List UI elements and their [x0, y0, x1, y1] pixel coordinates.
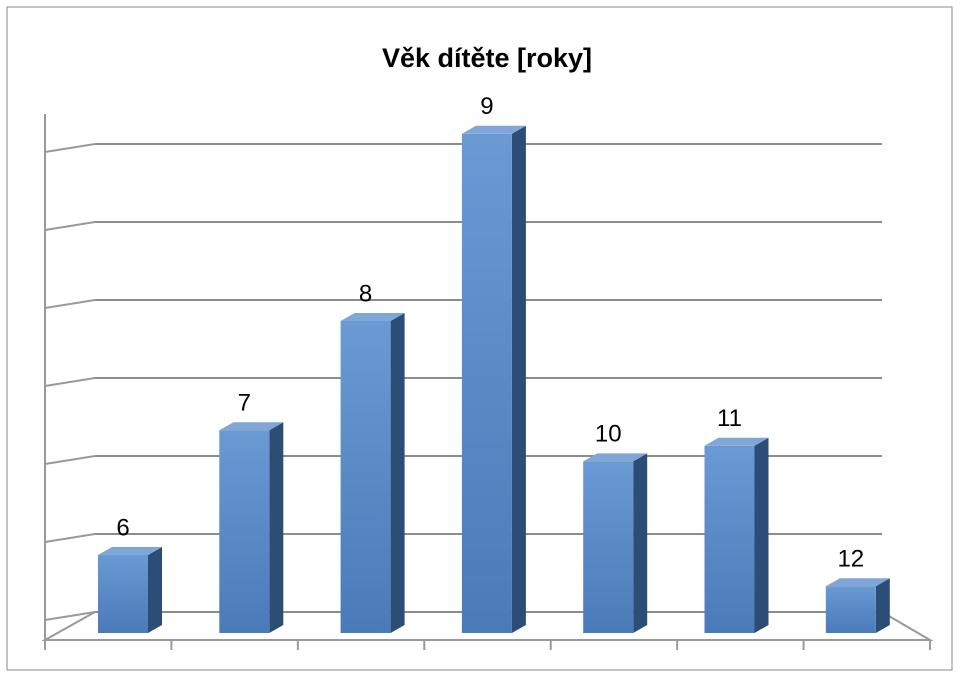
bar-side	[754, 437, 769, 633]
bar-top	[98, 547, 162, 555]
bar	[825, 586, 876, 633]
data-label: 12	[837, 546, 864, 573]
bar-side	[390, 313, 405, 633]
bar	[340, 321, 391, 633]
data-label: 9	[480, 93, 493, 120]
bar-top	[825, 578, 890, 587]
data-label: 11	[717, 405, 742, 432]
bar	[219, 430, 270, 633]
data-label: 8	[359, 280, 372, 307]
wall-grid-line	[44, 377, 96, 387]
data-label: 10	[595, 421, 622, 448]
bar-top	[704, 437, 769, 446]
bar-side	[511, 125, 526, 634]
bar-top	[461, 125, 526, 134]
bar-side	[148, 547, 162, 633]
wall-grid-line	[44, 611, 96, 621]
wall-grid-line	[44, 221, 96, 231]
wall-grid-line	[44, 299, 96, 309]
bar-side	[875, 578, 890, 633]
bar-top	[340, 313, 405, 321]
wall-grid-line	[44, 533, 96, 543]
bar	[583, 461, 634, 633]
data-label: 6	[116, 514, 129, 541]
bar	[461, 133, 512, 634]
bar-side	[633, 453, 648, 633]
data-label: 7	[238, 390, 251, 417]
bar-side	[269, 422, 284, 633]
wall-grid-line	[44, 143, 96, 153]
bar	[704, 445, 755, 633]
bar-top	[583, 453, 648, 462]
chart-title: Věk dítěte [roky]	[382, 43, 592, 73]
bar-top	[219, 422, 284, 431]
wall-grid-line	[44, 455, 96, 465]
bar	[98, 555, 148, 633]
